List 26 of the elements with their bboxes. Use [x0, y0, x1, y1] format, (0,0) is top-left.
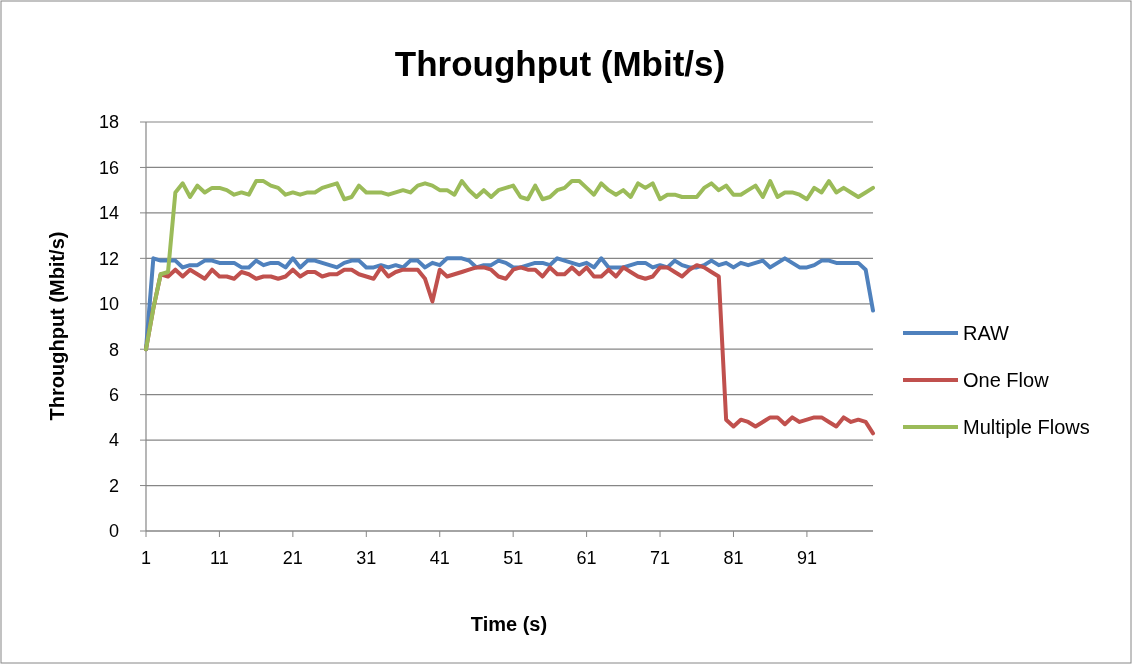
x-axis-title: Time (s): [470, 613, 548, 635]
chart-title: Throughput (Mbit/s): [394, 44, 726, 83]
y-tick-label: 6: [108, 384, 119, 405]
x-tick-label: 21: [282, 548, 303, 568]
x-tick-label: 91: [796, 548, 817, 568]
legend-label: One Flow: [963, 369, 1050, 391]
y-tick-label: 2: [108, 475, 119, 496]
y-tick-label: 0: [108, 521, 119, 542]
x-tick-label: 1: [140, 548, 152, 568]
y-tick-label: 14: [98, 203, 119, 224]
y-axis-title: Throughput (Mbit/s): [46, 231, 68, 421]
legend-label: Multiple Flows: [963, 416, 1090, 438]
x-tick-label: 71: [650, 548, 671, 568]
y-tick-label: 4: [108, 430, 119, 451]
y-tick-label: 8: [108, 339, 119, 360]
x-tick-label: 11: [210, 548, 229, 568]
y-tick-label: 16: [98, 157, 119, 178]
x-tick-label: 31: [356, 548, 377, 568]
x-tick-label: 81: [723, 548, 744, 568]
y-tick-label: 18: [98, 112, 119, 133]
y-tick-label: 12: [98, 248, 119, 269]
y-tick-label: 10: [98, 294, 119, 315]
x-tick-label: 51: [503, 548, 524, 568]
x-tick-label: 61: [576, 548, 597, 568]
legend-label: RAW: [963, 322, 1010, 344]
x-tick-label: 41: [429, 548, 450, 568]
